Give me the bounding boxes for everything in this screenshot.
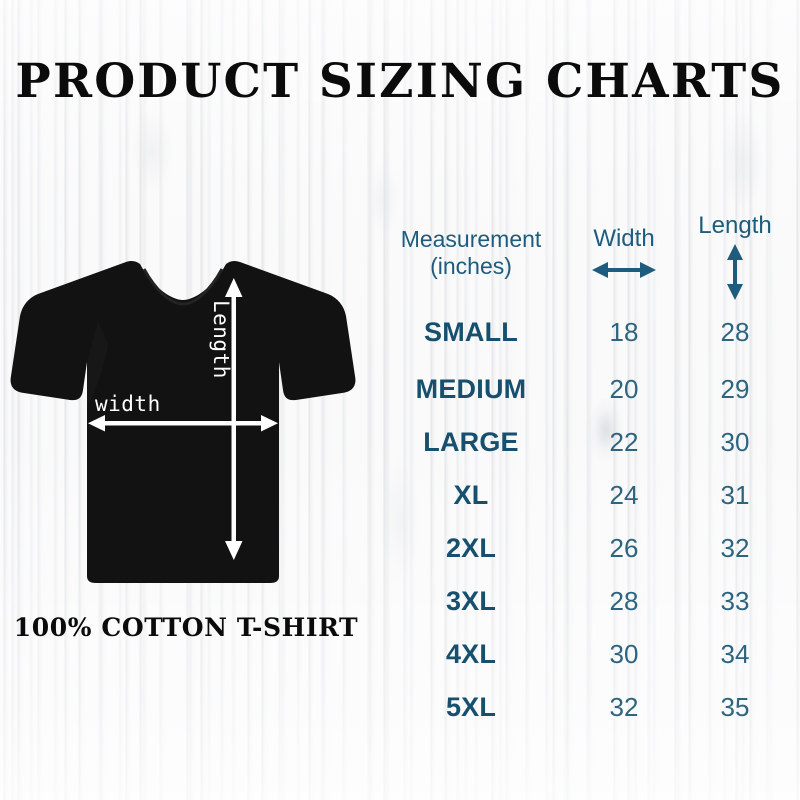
width-header-label: Width <box>593 225 655 252</box>
length-value: 34 <box>720 639 750 670</box>
table-header-row: Measurement (inches) Width <box>372 208 792 301</box>
size-label: XL <box>453 480 489 511</box>
width-value: 26 <box>609 533 639 564</box>
table-body: SMALL 18 28 MEDIUM 20 29 LARGE 22 30 XL 24 31 2XL 26 3… <box>372 301 792 734</box>
length-value: 28 <box>720 316 750 347</box>
sizing-table: Measurement (inches) Width <box>372 208 792 734</box>
double-headed-vertical-arrow-icon <box>727 244 743 301</box>
size-label: 4XL <box>445 639 497 670</box>
size-label: 5XL <box>445 692 497 723</box>
column-header-width: Width <box>570 208 678 301</box>
table-row: 3XL 28 33 <box>372 575 792 628</box>
double-headed-horizontal-arrow-icon <box>592 262 656 279</box>
column-header-length: Length <box>678 208 792 301</box>
length-value: 33 <box>720 586 750 617</box>
table-row: XL 24 31 <box>372 469 792 522</box>
width-value: 18 <box>609 316 639 347</box>
table-row: 5XL 32 35 <box>372 681 792 734</box>
length-value: 32 <box>720 533 750 564</box>
length-header-label: Length <box>698 212 772 239</box>
width-value: 32 <box>609 692 639 723</box>
shirt-width-label: width <box>95 392 161 416</box>
length-value: 31 <box>720 480 750 511</box>
table-row: MEDIUM 20 29 <box>372 363 792 416</box>
length-value: 29 <box>720 374 750 405</box>
product-caption: 100% COTTON T-SHIRT <box>13 613 359 642</box>
size-label: MEDIUM <box>415 374 527 405</box>
length-value: 35 <box>720 692 750 723</box>
sizing-table-container: Measurement (inches) Width <box>372 208 792 734</box>
width-value: 30 <box>609 639 639 670</box>
size-label: 2XL <box>445 533 497 564</box>
width-value: 20 <box>609 374 639 405</box>
shirt-length-label: Length <box>209 300 233 379</box>
size-label: SMALL <box>424 316 518 347</box>
measurement-header-label: Measurement <box>400 226 542 252</box>
width-arrow-wrapper <box>570 259 678 281</box>
column-header-measurement: Measurement (inches) <box>372 208 570 301</box>
width-value: 22 <box>609 427 639 458</box>
table-row: 2XL 26 32 <box>372 522 792 575</box>
measurement-header-unit: (inches) <box>430 252 512 279</box>
length-value: 30 <box>720 427 750 458</box>
table-row: SMALL 18 28 <box>372 301 792 363</box>
size-label: 3XL <box>445 586 497 617</box>
table-row: LARGE 22 30 <box>372 416 792 469</box>
size-label: LARGE <box>423 427 519 458</box>
length-arrow-wrapper <box>678 243 792 301</box>
width-value: 28 <box>609 586 639 617</box>
width-value: 24 <box>609 480 639 511</box>
table-row: 4XL 30 34 <box>372 628 792 681</box>
page-title: PRODUCT SIZING CHARTS <box>15 54 785 109</box>
tshirt-diagram <box>8 258 358 598</box>
